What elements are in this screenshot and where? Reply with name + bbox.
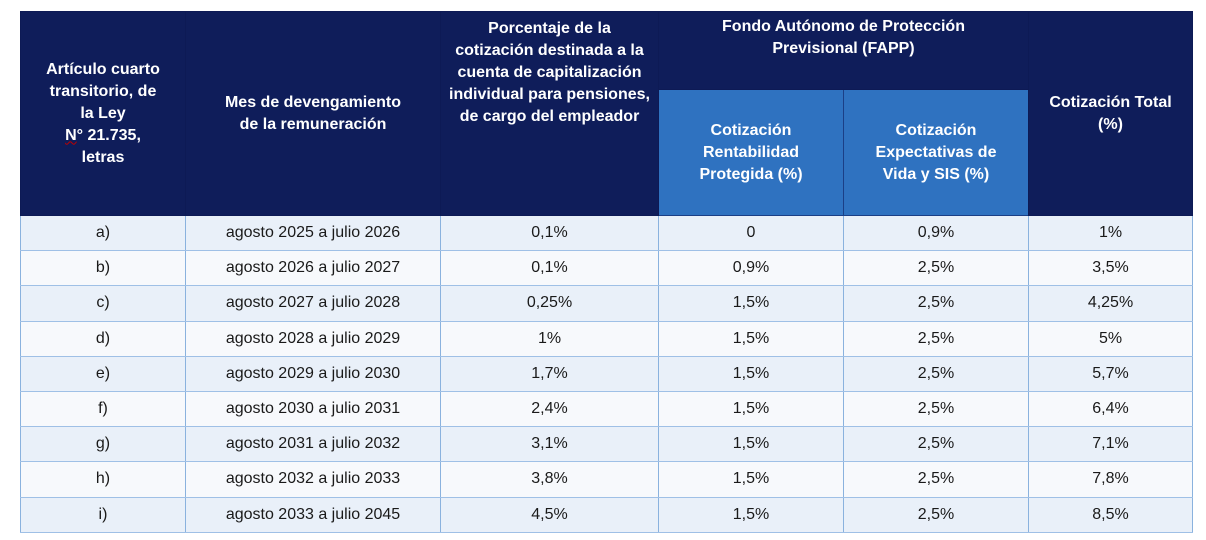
cell-total: 3,5%: [1028, 250, 1193, 287]
cell-total: 8,5%: [1028, 497, 1193, 533]
cell-letra: g): [20, 426, 186, 463]
cell-expectativas: 2,5%: [843, 285, 1029, 322]
cell-empleador: 3,8%: [440, 461, 659, 498]
header-mes: Mes de devengamiento de la remuneración: [185, 11, 441, 216]
table-row: d) agosto 2028 a julio 2029 1% 1,5% 2,5% 5%: [20, 321, 1193, 357]
header-expectativas: Cotización Expectativas de Vida y SIS (%…: [843, 89, 1029, 216]
cell-rentabilidad: 1,5%: [658, 321, 844, 357]
cell-total: 7,8%: [1028, 461, 1193, 498]
header-articulo-line4-rest: ° 21.735,: [76, 126, 141, 144]
table-row: f) agosto 2030 a julio 2031 2,4% 1,5% 2,5% 6,…: [20, 391, 1193, 428]
cell-mes: agosto 2025 a julio 2026: [185, 215, 441, 252]
table-row: i) agosto 2033 a julio 2045 4,5% 1,5% 2,5% 8,…: [20, 497, 1193, 533]
cell-expectativas: 2,5%: [843, 250, 1029, 287]
cell-letra: b): [20, 250, 186, 287]
cell-empleador: 1,7%: [440, 356, 659, 392]
cell-empleador: 4,5%: [440, 497, 659, 533]
table-row: g) agosto 2031 a julio 2032 3,1% 1,5% 2,5% 7,…: [20, 426, 1193, 463]
cell-mes: agosto 2029 a julio 2030: [185, 356, 441, 392]
cell-total: 4,25%: [1028, 285, 1193, 322]
header-articulo-line4-prefix: N: [65, 126, 77, 144]
header-articulo-line3: la Ley: [80, 104, 126, 122]
cell-total: 5,7%: [1028, 356, 1193, 392]
cell-empleador: 0,25%: [440, 285, 659, 322]
cell-letra: e): [20, 356, 186, 392]
cell-total: 7,1%: [1028, 426, 1193, 463]
cell-total: 6,4%: [1028, 391, 1193, 428]
cell-expectativas: 2,5%: [843, 321, 1029, 357]
table-row: b) agosto 2026 a julio 2027 0,1% 0,9% 2,5% 3,…: [20, 250, 1193, 287]
cell-rentabilidad: 1,5%: [658, 426, 844, 463]
cell-empleador: 0,1%: [440, 250, 659, 287]
table-row: c) agosto 2027 a julio 2028 0,25% 1,5% 2,5% 4…: [20, 285, 1193, 322]
header-empleador: Porcentaje de la cotización destinada a …: [440, 11, 659, 216]
header-articulo-line5: letras: [81, 148, 125, 166]
cell-rentabilidad: 1,5%: [658, 356, 844, 392]
header-articulo: Artículo cuarto transitorio, de la Ley N…: [20, 11, 186, 216]
cell-rentabilidad: 0,9%: [658, 250, 844, 287]
cell-letra: d): [20, 321, 186, 357]
cell-mes: agosto 2032 a julio 2033: [185, 461, 441, 498]
table-row: a) agosto 2025 a julio 2026 0,1% 0 0,9% 1%: [20, 215, 1193, 252]
cell-rentabilidad: 1,5%: [658, 391, 844, 428]
cell-expectativas: 2,5%: [843, 497, 1029, 533]
header-fapp-group: Fondo Autónomo de Protección Previsional…: [658, 11, 1029, 90]
cell-mes: agosto 2031 a julio 2032: [185, 426, 441, 463]
cell-mes: agosto 2033 a julio 2045: [185, 497, 441, 533]
header-articulo-line2: transitorio, de: [49, 82, 157, 100]
table-row: e) agosto 2029 a julio 2030 1,7% 1,5% 2,5% 5,…: [20, 356, 1193, 392]
cell-expectativas: 0,9%: [843, 215, 1029, 252]
cell-expectativas: 2,5%: [843, 356, 1029, 392]
cell-expectativas: 2,5%: [843, 391, 1029, 428]
table-body: a) agosto 2025 a julio 2026 0,1% 0 0,9% 1% b) a…: [20, 215, 1193, 533]
cell-mes: agosto 2027 a julio 2028: [185, 285, 441, 322]
cell-total: 5%: [1028, 321, 1193, 357]
cell-letra: c): [20, 285, 186, 322]
header-total: Cotización Total (%): [1028, 11, 1193, 216]
cell-rentabilidad: 1,5%: [658, 461, 844, 498]
cell-letra: a): [20, 215, 186, 252]
cell-total: 1%: [1028, 215, 1193, 252]
table-row: h) agosto 2032 a julio 2033 3,8% 1,5% 2,5% 7,…: [20, 461, 1193, 498]
cell-mes: agosto 2028 a julio 2029: [185, 321, 441, 357]
cell-letra: i): [20, 497, 186, 533]
cell-letra: f): [20, 391, 186, 428]
header-articulo-line1: Artículo cuarto: [46, 60, 160, 78]
cell-mes: agosto 2026 a julio 2027: [185, 250, 441, 287]
cell-expectativas: 2,5%: [843, 461, 1029, 498]
cell-rentabilidad: 1,5%: [658, 497, 844, 533]
cell-empleador: 0,1%: [440, 215, 659, 252]
cell-expectativas: 2,5%: [843, 426, 1029, 463]
header-rentabilidad: Cotización Rentabilidad Protegida (%): [658, 89, 844, 216]
cell-empleador: 2,4%: [440, 391, 659, 428]
cell-mes: agosto 2030 a julio 2031: [185, 391, 441, 428]
cell-empleador: 3,1%: [440, 426, 659, 463]
cell-empleador: 1%: [440, 321, 659, 357]
cell-rentabilidad: 0: [658, 215, 844, 252]
cell-letra: h): [20, 461, 186, 498]
contribution-table: Artículo cuarto transitorio, de la Ley N…: [20, 11, 1193, 533]
cell-rentabilidad: 1,5%: [658, 285, 844, 322]
